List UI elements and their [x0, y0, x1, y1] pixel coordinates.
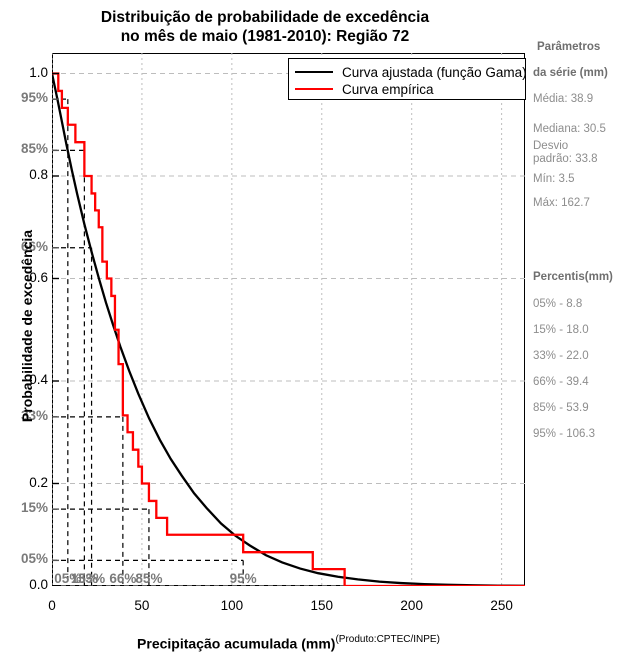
- y-percentile-tick-label: 95%: [20, 90, 48, 106]
- chart-legend: Curva ajustada (função Gama) Curva empír…: [288, 58, 527, 100]
- y-percentile-tick-label: 05%: [20, 551, 48, 567]
- x-tick-label: 200: [400, 598, 423, 613]
- legend-swatch-fitted: [295, 71, 333, 73]
- legend-label-fitted: Curva ajustada (função Gama): [342, 64, 527, 80]
- param-max: Máx: 162.7: [533, 197, 590, 209]
- percentis-heading: Percentis(mm): [533, 271, 613, 283]
- x-tick-label: 100: [220, 598, 244, 613]
- percentil-33: 33% - 22.0: [533, 350, 589, 362]
- percentil-95: 95% - 106.3: [533, 428, 596, 440]
- x-tick-label: 0: [48, 598, 56, 613]
- series-line-empirical: [52, 72, 525, 586]
- y-tick-label: 0.2: [29, 474, 48, 490]
- param-min: Mín: 3.5: [533, 173, 575, 185]
- product-credit: (Produto:CPTEC/INPE): [335, 634, 440, 645]
- percentil-05: 05% - 8.8: [533, 298, 583, 310]
- y-tick-label: 0.8: [29, 167, 48, 182]
- percentil-85: 85% - 53.9: [533, 402, 589, 414]
- y-percentile-tick-label: 33%: [20, 407, 48, 423]
- legend-swatch-empirical: [295, 88, 333, 90]
- series-line-fitted: [52, 73, 525, 586]
- x-tick-label: 250: [490, 598, 513, 613]
- x-percentile-tick-label: 85%: [135, 571, 163, 586]
- y-tick-label: 1.0: [29, 64, 48, 80]
- x-percentile-tick-label: 15%: [70, 571, 98, 586]
- param-media: Média: 38.9: [533, 93, 594, 105]
- x-percentile-tick-label: 66%: [109, 571, 137, 586]
- x-percentile-tick-label: 95%: [229, 571, 257, 586]
- legend-item-fitted: Curva ajustada (função Gama): [295, 63, 527, 81]
- x-tick-label: 50: [134, 598, 150, 613]
- params-heading-line2: da série (mm): [533, 67, 608, 79]
- params-heading-line1: Parâmetros: [537, 41, 601, 53]
- legend-item-empirical: Curva empírica: [295, 80, 434, 98]
- y-tick-label: 0.4: [29, 372, 48, 387]
- y-axis-tick-labels: 0.0 0.2 0.4 0.6 0.8 1.0 05% 15% 33% 66% 85% 95%: [6, 0, 48, 660]
- param-desvio-padrao: Desvio padrão: 33.8: [533, 140, 598, 165]
- y-percentile-tick-label: 66%: [20, 238, 48, 254]
- x-axis-title: Precipitação acumulada (mm): [137, 635, 336, 652]
- y-percentile-tick-label: 85%: [20, 141, 48, 157]
- x-percentile-tick-label: 05%: [54, 571, 82, 586]
- y-percentile-tick-label: 15%: [20, 500, 48, 516]
- chart-title: Distribuição de probabilidade de excedên…: [100, 9, 430, 45]
- legend-label-empirical: Curva empírica: [342, 81, 434, 97]
- x-tick-label: 150: [310, 598, 334, 613]
- percentil-66: 66% - 39.4: [533, 376, 589, 388]
- chart-canvas: [52, 53, 525, 586]
- plot-area-frame: [52, 53, 525, 586]
- y-axis-title: Probabilidade de excedência: [19, 229, 35, 423]
- x-axis-title-wrap: Precipitação acumulada (mm)(Produto:CPTE…: [52, 634, 525, 653]
- y-tick-label: 0.6: [29, 269, 48, 285]
- percentil-15: 15% - 18.0: [533, 324, 589, 336]
- param-mediana: Mediana: 30.5: [533, 123, 606, 135]
- y-tick-label: 0.0: [29, 577, 48, 592]
- x-percentile-tick-label: 33%: [78, 571, 106, 586]
